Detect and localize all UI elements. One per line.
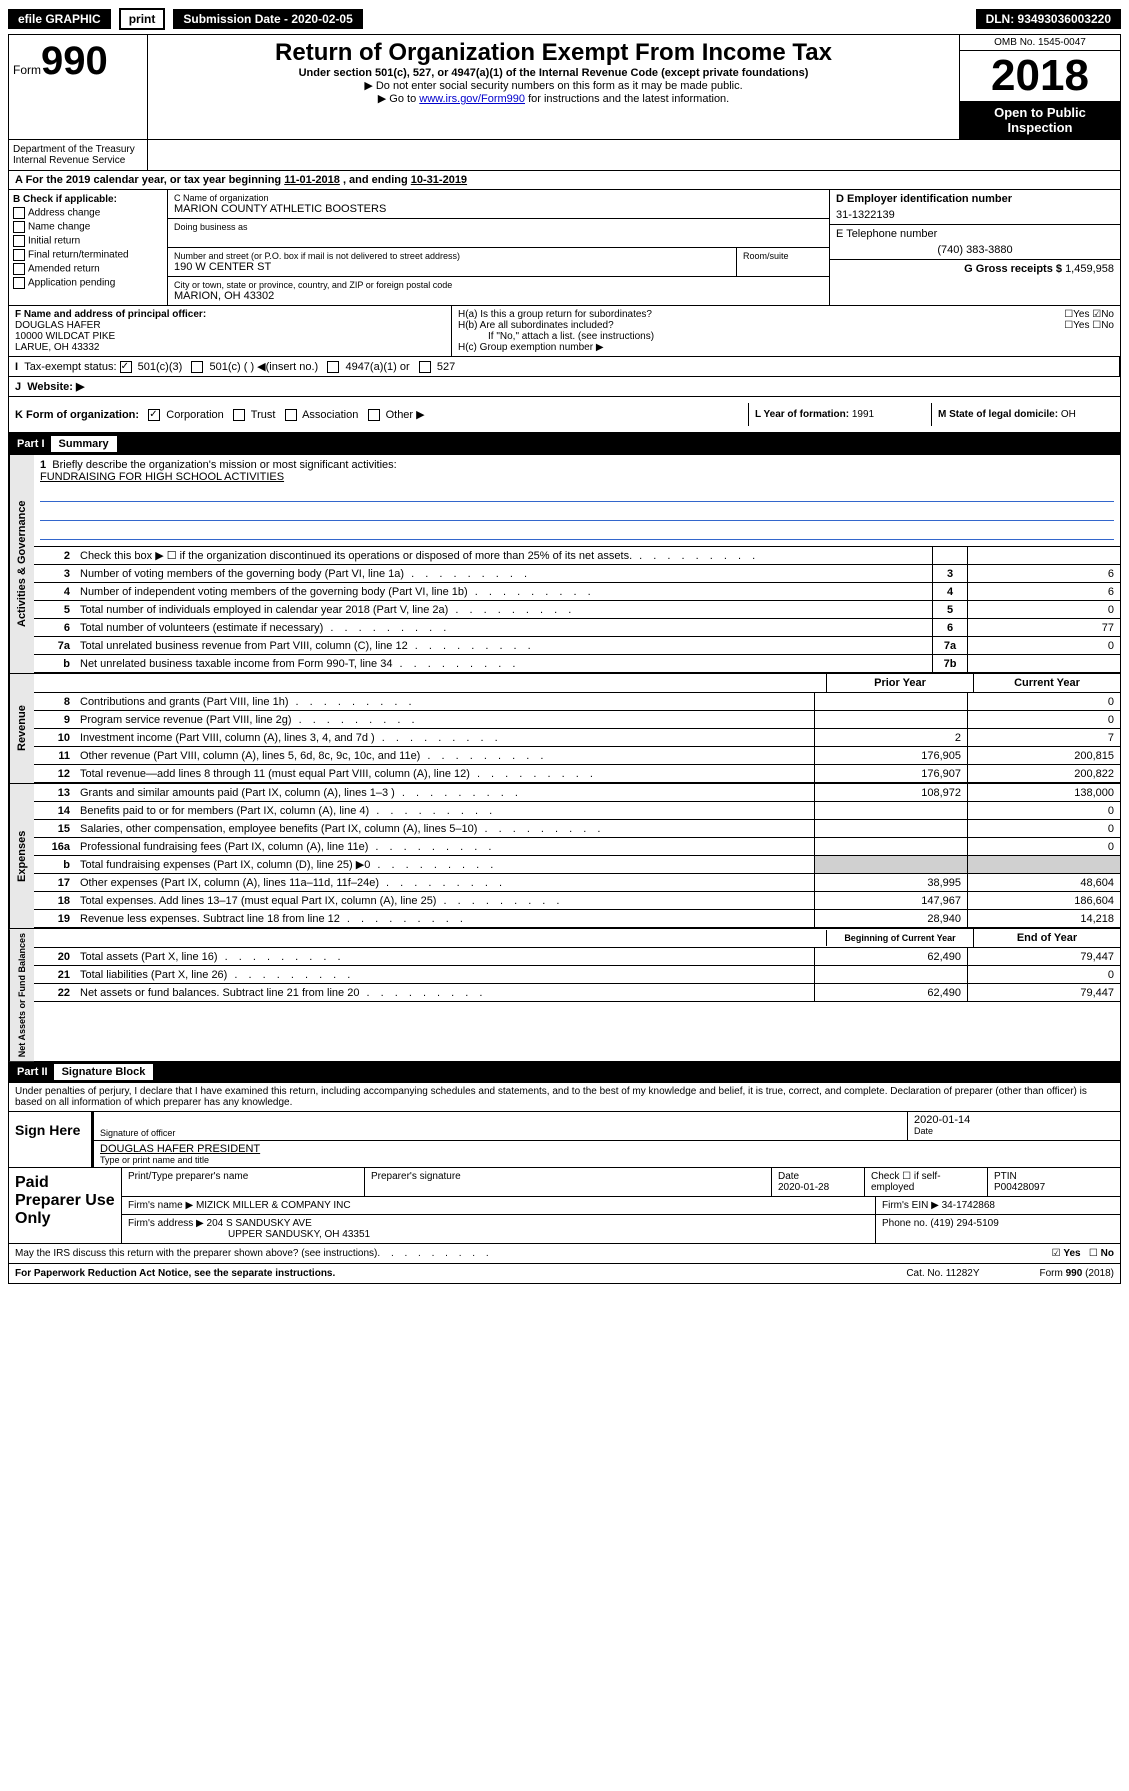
org-address: 190 W CENTER ST (174, 261, 730, 273)
summary-row: 8 Contributions and grants (Part VIII, l… (34, 693, 1120, 711)
summary-row: 14 Benefits paid to or for members (Part… (34, 802, 1120, 820)
summary-row: 10 Investment income (Part VIII, column … (34, 729, 1120, 747)
side-governance: Activities & Governance (9, 455, 34, 673)
checkbox-501c3[interactable] (120, 361, 132, 373)
part1-header: Part I Summary (9, 433, 1120, 455)
form-number: 990 (41, 39, 108, 83)
checkbox[interactable] (13, 249, 25, 261)
form-container: Form990 Return of Organization Exempt Fr… (8, 34, 1121, 1284)
checkbox[interactable] (327, 361, 339, 373)
summary-row: 17 Other expenses (Part IX, column (A), … (34, 874, 1120, 892)
dln-label: DLN: 93493036003220 (976, 9, 1121, 29)
summary-row: 9 Program service revenue (Part VIII, li… (34, 711, 1120, 729)
ein: 31-1322139 (836, 209, 1114, 221)
print-button[interactable]: print (119, 8, 166, 30)
form-number-cell: Form990 (9, 35, 148, 139)
tax-year: 2018 (960, 51, 1120, 101)
checkbox[interactable] (13, 277, 25, 289)
org-city: MARION, OH 43302 (174, 290, 823, 302)
checkbox[interactable] (233, 409, 245, 421)
checkbox[interactable] (13, 235, 25, 247)
checkbox[interactable] (285, 409, 297, 421)
tax-period: A For the 2019 calendar year, or tax yea… (9, 171, 1120, 190)
summary-row: 5 Total number of individuals employed i… (34, 601, 1120, 619)
form-subtitle: Under section 501(c), 527, or 4947(a)(1)… (152, 67, 955, 79)
summary-row: 16a Professional fundraising fees (Part … (34, 838, 1120, 856)
preparer-label: Paid Preparer Use Only (9, 1168, 121, 1243)
checkbox[interactable] (13, 207, 25, 219)
form990-link[interactable]: www.irs.gov/Form990 (419, 93, 525, 105)
omb-number: OMB No. 1545-0047 (960, 35, 1120, 51)
checkbox[interactable] (419, 361, 431, 373)
summary-row: 6 Total number of volunteers (estimate i… (34, 619, 1120, 637)
dept-label: Department of the Treasury Internal Reve… (9, 140, 148, 170)
summary-row: 21 Total liabilities (Part X, line 26) 0 (34, 966, 1120, 984)
checkbox[interactable] (13, 263, 25, 275)
year-cell: OMB No. 1545-0047 2018 Open to Public In… (959, 35, 1120, 139)
summary-row: 2 Check this box ▶ ☐ if the organization… (34, 547, 1120, 565)
gross-receipts: 1,459,958 (1065, 263, 1114, 275)
summary-row: 12 Total revenue—add lines 8 through 11 … (34, 765, 1120, 783)
part2-header: Part II Signature Block (9, 1061, 1120, 1083)
summary-row: 18 Total expenses. Add lines 13–17 (must… (34, 892, 1120, 910)
side-expenses: Expenses (9, 784, 34, 928)
summary-row: 15 Salaries, other compensation, employe… (34, 820, 1120, 838)
box-c: C Name of organization MARION COUNTY ATH… (168, 190, 829, 305)
telephone: (740) 383-3880 (836, 244, 1114, 256)
summary-row: 20 Total assets (Part X, line 16) 62,490… (34, 948, 1120, 966)
form-title: Return of Organization Exempt From Incom… (152, 39, 955, 67)
box-d: D Employer identification number 31-1322… (829, 190, 1120, 305)
side-net: Net Assets or Fund Balances (9, 929, 34, 1061)
form-label: Form (13, 63, 41, 77)
form-note1: ▶ Do not enter social security numbers o… (152, 79, 955, 92)
checkbox[interactable] (13, 221, 25, 233)
summary-row: 3 Number of voting members of the govern… (34, 565, 1120, 583)
summary-row: 4 Number of independent voting members o… (34, 583, 1120, 601)
open-public-badge: Open to Public Inspection (960, 101, 1120, 139)
box-h: H(a) Is this a group return for subordin… (452, 306, 1120, 356)
summary-row: 11 Other revenue (Part VIII, column (A),… (34, 747, 1120, 765)
box-b: B Check if applicable: Address change Na… (9, 190, 168, 305)
checkbox-corp[interactable] (148, 409, 160, 421)
summary-row: b Total fundraising expenses (Part IX, c… (34, 856, 1120, 874)
summary-row: 13 Grants and similar amounts paid (Part… (34, 784, 1120, 802)
checkbox[interactable] (368, 409, 380, 421)
summary-row: 7a Total unrelated business revenue from… (34, 637, 1120, 655)
side-revenue: Revenue (9, 674, 34, 783)
box-f: F Name and address of principal officer:… (9, 306, 452, 356)
org-name: MARION COUNTY ATHLETIC BOOSTERS (174, 203, 823, 215)
submission-date: Submission Date - 2020-02-05 (173, 9, 362, 29)
title-cell: Return of Organization Exempt From Incom… (148, 35, 959, 139)
efile-label: efile GRAPHIC (8, 9, 111, 29)
summary-row: 19 Revenue less expenses. Subtract line … (34, 910, 1120, 928)
declaration: Under penalties of perjury, I declare th… (9, 1083, 1120, 1111)
efile-header: efile GRAPHIC print Submission Date - 20… (8, 8, 1121, 30)
form-note2: ▶ Go to www.irs.gov/Form990 for instruct… (152, 92, 955, 105)
sign-here-label: Sign Here (9, 1112, 91, 1167)
summary-row: b Net unrelated business taxable income … (34, 655, 1120, 673)
checkbox[interactable] (191, 361, 203, 373)
summary-row: 22 Net assets or fund balances. Subtract… (34, 984, 1120, 1002)
